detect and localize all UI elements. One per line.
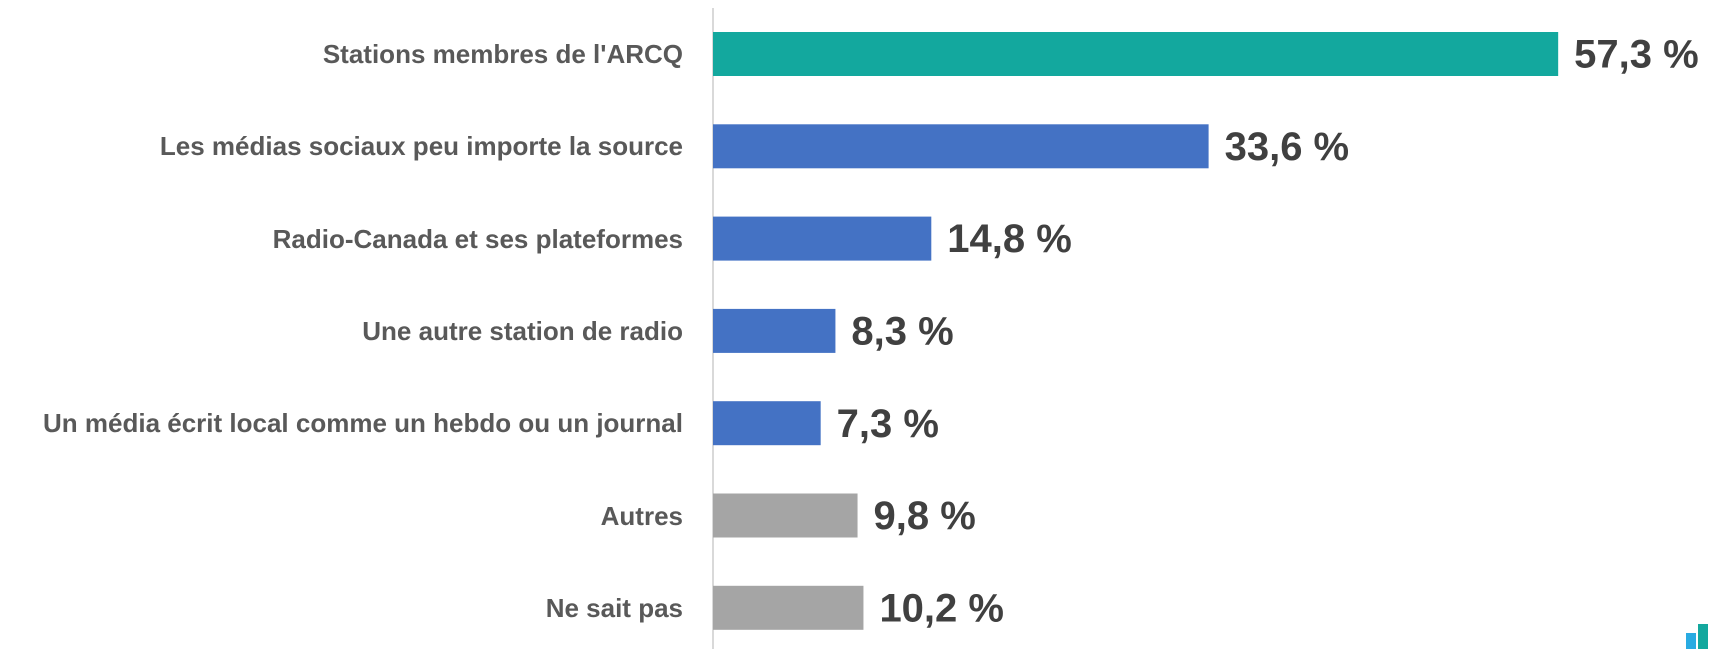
value-label: 14,8 %: [947, 217, 1072, 261]
value-label: 10,2 %: [879, 586, 1004, 630]
bar: [713, 585, 864, 630]
bar: [713, 308, 836, 353]
bar: [713, 124, 1209, 169]
bar: [713, 32, 1559, 76]
category-label: Ne sait pas: [0, 590, 683, 626]
bar: [713, 493, 858, 538]
bar: [713, 216, 932, 261]
category-label: Les médias sociaux peu importe la source: [0, 128, 683, 164]
category-text: Autres: [600, 500, 683, 531]
value-label: 9,8 %: [874, 494, 976, 538]
category-label: Stations membres de l'ARCQ: [0, 36, 683, 72]
value-label: 8,3 %: [851, 309, 953, 353]
category-label: Radio-Canada et ses plateformes: [0, 221, 683, 257]
category-label: Autres: [0, 498, 683, 534]
logo: [1686, 633, 1696, 649]
category-text: Un média écrit local comme un hebdo ou u…: [43, 408, 683, 439]
category-label: Une autre station de radio: [0, 313, 683, 349]
value-label: 7,3 %: [837, 402, 939, 446]
category-text: Ne sait pas: [545, 592, 683, 623]
category-text: Stations membres de l'ARCQ: [322, 39, 683, 69]
category-text: Une autre station de radio: [362, 315, 683, 346]
value-label: 33,6 %: [1225, 125, 1350, 169]
category-text: Les médias sociaux peu importe la source: [159, 131, 683, 162]
bar: [713, 401, 821, 446]
category-text: Radio-Canada et ses plateformes: [272, 223, 683, 254]
logo: [1698, 624, 1708, 649]
value-label: 57,3 %: [1574, 33, 1699, 77]
category-label: Un média écrit local comme un hebdo ou u…: [0, 405, 683, 441]
